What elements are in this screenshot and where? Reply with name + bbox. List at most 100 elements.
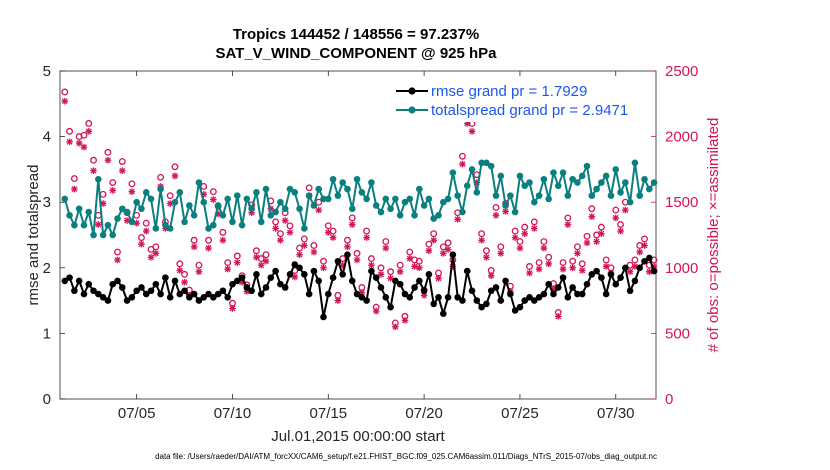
obs_assimilated-point-60 xyxy=(348,221,356,228)
totalspread-point-65 xyxy=(372,202,380,209)
obs-count-markers xyxy=(61,88,658,331)
obs_assimilated-point-105 xyxy=(564,221,572,228)
rmse-point-64 xyxy=(368,267,375,275)
obs_assimilated-point-76 xyxy=(425,247,433,255)
totalspread-point-115 xyxy=(612,166,620,173)
obs_assimilated-point-5 xyxy=(85,128,93,135)
obs_assimilated-point-24 xyxy=(176,267,184,274)
totalspread-point-122 xyxy=(645,185,653,193)
obs_assimilated-point-42-stroke-3 xyxy=(263,258,269,265)
rmse-point-88 xyxy=(483,300,490,308)
rmse-point-12 xyxy=(118,284,126,291)
obs_assimilated-point-82-stroke-3 xyxy=(454,216,461,223)
obs_possible-point-47 xyxy=(286,222,294,230)
totalspread-point-87 xyxy=(478,159,485,167)
obs_assimilated-point-2 xyxy=(71,185,78,193)
obs_assimilated-point-4-stroke-3 xyxy=(81,144,87,151)
totalspread-point-112 xyxy=(598,179,605,186)
rmse-point-74 xyxy=(416,277,423,285)
obs_assimilated-point-10 xyxy=(109,187,117,194)
rmse-point-76 xyxy=(425,271,433,278)
totalspread-point-89 xyxy=(487,162,495,170)
obs_possible-point-1 xyxy=(66,127,74,135)
obs_assimilated-point-61-stroke-3 xyxy=(354,256,360,263)
obs_assimilated-point-66 xyxy=(377,271,385,278)
rmse-point-112 xyxy=(598,274,605,281)
obs_assimilated-point-69 xyxy=(392,323,399,331)
plot-area xyxy=(59,70,657,400)
totalspread-point-5 xyxy=(85,208,93,216)
totalspread-point-50 xyxy=(301,225,308,232)
obs_assimilated-point-72-stroke-3 xyxy=(406,255,413,262)
rmse-point-91 xyxy=(497,297,505,304)
obs_possible-point-59 xyxy=(344,236,351,244)
rmse-point-0 xyxy=(61,277,69,285)
totalspread-point-11 xyxy=(114,215,121,222)
totalspread-point-73 xyxy=(411,212,418,219)
rmse-point-84 xyxy=(463,267,471,275)
obs_assimilated-point-78-stroke-3 xyxy=(435,275,442,282)
obs_assimilated-point-12 xyxy=(118,167,126,175)
rmse-point-13 xyxy=(123,297,131,304)
totalspread-point-32 xyxy=(214,202,222,209)
totalspread-point-108 xyxy=(578,172,586,180)
totalspread-point-123 xyxy=(650,179,658,186)
totalspread-point-51 xyxy=(305,192,313,199)
obs_assimilated-point-71 xyxy=(401,316,409,324)
totalspread-point-77 xyxy=(430,215,437,222)
series-lines xyxy=(61,159,658,321)
rmse-point-53 xyxy=(315,277,323,285)
totalspread-point-29 xyxy=(200,198,208,206)
obs_assimilated-point-74 xyxy=(416,264,423,272)
rmse-point-86 xyxy=(473,297,481,304)
rmse-point-27 xyxy=(190,290,198,298)
obs_possible-point-53 xyxy=(315,198,323,206)
totalspread-point-13 xyxy=(123,208,131,216)
obs_possible-point-44 xyxy=(272,218,280,226)
totalspread-point-81 xyxy=(449,169,457,176)
rmse-point-116 xyxy=(617,274,624,281)
obs_possible-point-112 xyxy=(597,223,605,231)
rmse-point-31 xyxy=(210,294,217,301)
totalspread-point-17 xyxy=(142,189,150,196)
obs_assimilated-point-104-stroke-3 xyxy=(560,266,566,273)
obs_assimilated-point-90 xyxy=(492,212,500,219)
obs_possible-point-28 xyxy=(195,261,203,269)
obs_possible-point-34 xyxy=(224,259,232,267)
obs_possible-point-30 xyxy=(205,236,212,244)
obs_possible-point-70 xyxy=(396,261,404,269)
obs_assimilated-point-107 xyxy=(574,250,581,257)
obs_assimilated-point-25-stroke-3 xyxy=(181,279,188,286)
rmse-point-96 xyxy=(521,297,529,304)
obs_possible-point-10 xyxy=(109,179,117,186)
totalspread-point-47 xyxy=(286,185,294,193)
x-tick-label-3: 07/20 xyxy=(405,405,443,422)
rmse-point-67 xyxy=(382,294,390,301)
obs_possible-point-11 xyxy=(114,248,121,256)
rmse-point-56 xyxy=(329,274,337,281)
rmse-point-32 xyxy=(214,290,222,298)
obs_assimilated-point-91 xyxy=(497,250,505,257)
x-tick-label-1: 07/10 xyxy=(214,405,252,422)
rmse-point-38 xyxy=(243,284,251,291)
obs_possible-point-76 xyxy=(425,240,433,248)
obs_assimilated-point-44-stroke-3 xyxy=(272,225,279,232)
obs_assimilated-point-53 xyxy=(315,206,323,214)
rmse-point-101 xyxy=(545,280,552,288)
obs_assimilated-point-109-stroke-3 xyxy=(584,239,590,246)
obs_assimilated-point-68-stroke-3 xyxy=(387,275,394,282)
obs_assimilated-point-18 xyxy=(147,254,155,261)
rmse-point-46 xyxy=(281,284,289,291)
totalspread-point-78 xyxy=(435,212,442,219)
obs_assimilated-point-72 xyxy=(406,255,414,262)
obs_assimilated-point-67 xyxy=(382,244,390,252)
obs_assimilated-point-40-stroke-3 xyxy=(253,254,260,261)
totalspread-point-3 xyxy=(75,205,83,213)
obs_possible-point-12 xyxy=(118,158,126,165)
obs_possible-point-109 xyxy=(583,232,591,240)
obs_assimilated-point-36-stroke-3 xyxy=(234,259,241,266)
rmse-point-103 xyxy=(554,284,562,291)
obs_possible-point-94 xyxy=(511,227,519,235)
obs_assimilated-point-42 xyxy=(262,257,270,265)
x-tick-label-0: 07/05 xyxy=(118,405,156,422)
